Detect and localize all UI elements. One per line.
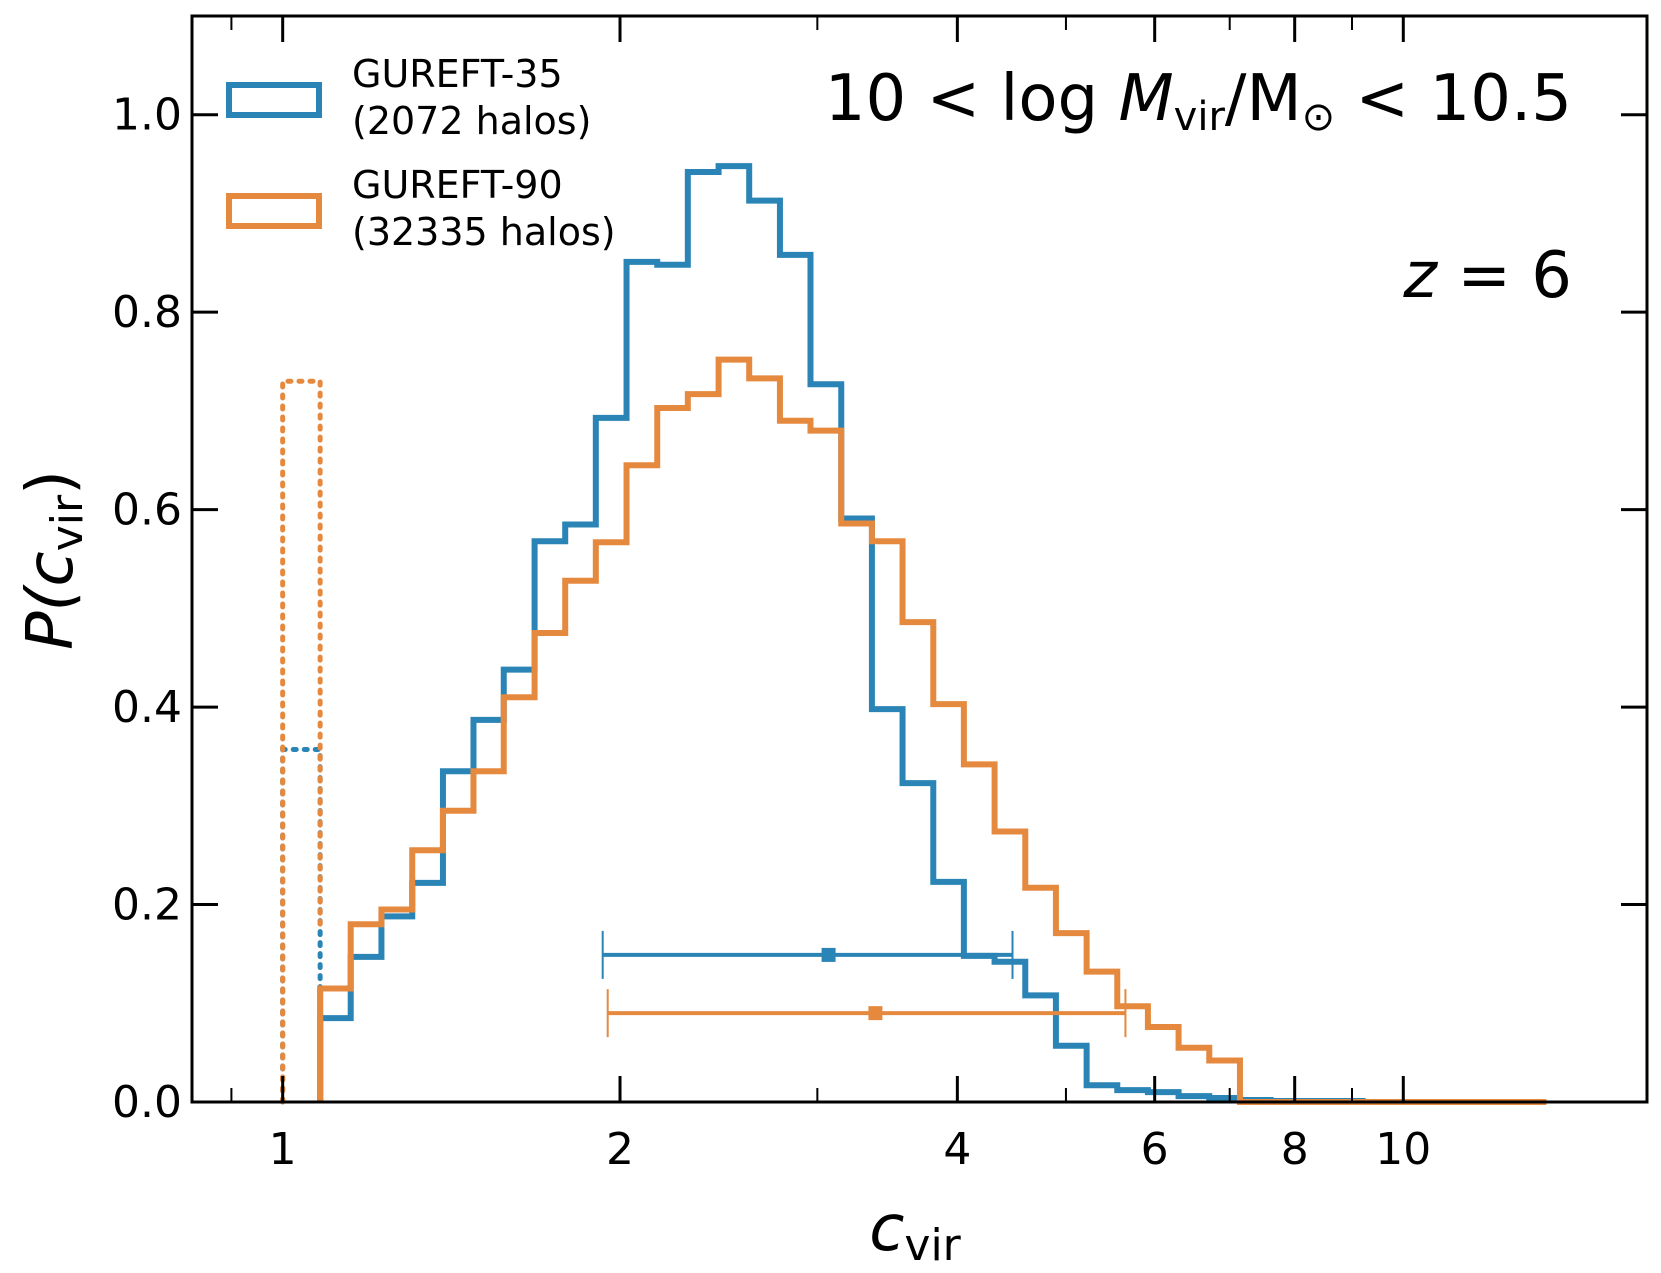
x-tick-label: 6 [1141, 1124, 1169, 1175]
legend-label-gureft-35-line1: GUREFT-35 [352, 52, 563, 96]
plot-frame [190, 14, 1649, 1104]
legend: GUREFT-35 (2072 halos) GUREFT-90 (32335 … [226, 52, 616, 254]
y-tick-label: 0.4 [112, 682, 182, 733]
legend-swatch-gureft-35 [226, 82, 322, 118]
errorbar-layer [601, 930, 1127, 1038]
x-tick-label: 4 [943, 1124, 971, 1175]
x-axis-title: cvir [869, 1192, 961, 1271]
legend-swatch-gureft-90 [226, 193, 322, 229]
redshift-annotation: z = 6 [1402, 239, 1572, 313]
y-tick-label: 0.8 [112, 287, 182, 338]
legend-label-gureft-35-line2: (2072 halos) [352, 99, 591, 143]
x-tick-label: 10 [1375, 1124, 1431, 1175]
y-tick-label: 0.2 [112, 880, 182, 931]
errorbar-marker-gureft-90 [868, 1006, 883, 1021]
x-tick-label: 2 [606, 1124, 634, 1175]
errorbar-marker-gureft-35 [821, 947, 836, 962]
x-tick-label: 1 [269, 1124, 297, 1175]
legend-label-gureft-90-line1: GUREFT-90 [352, 163, 563, 207]
y-tick-label: 0.0 [112, 1077, 182, 1128]
x-tick-label: 8 [1281, 1124, 1309, 1175]
y-tick-label: 1.0 [112, 90, 182, 141]
y-tick-label: 0.6 [112, 485, 182, 536]
unresolved-step-gureft-90 [280, 378, 323, 1105]
y-axis-title: P(cvir) [14, 470, 93, 650]
tick-layer: 0.0 0.2 0.4 0.6 0.8 1.0 1 2 4 6 8 10 [112, 16, 1647, 1175]
legend-label-gureft-90-line2: (32335 halos) [352, 210, 616, 254]
series-layer [280, 163, 1547, 1105]
histogram-step-gureft-90 [317, 356, 1547, 1105]
mass-range-annotation: 10 < log Mvir/M⊙ < 10.5 [825, 62, 1572, 140]
